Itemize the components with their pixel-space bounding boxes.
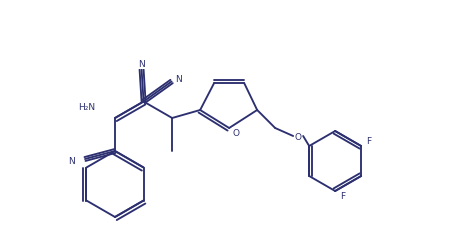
Text: O: O bbox=[233, 128, 240, 137]
Text: F: F bbox=[366, 137, 372, 146]
Text: N: N bbox=[175, 75, 182, 84]
Text: F: F bbox=[341, 192, 346, 201]
Text: O: O bbox=[295, 132, 301, 141]
Text: H₂N: H₂N bbox=[78, 102, 95, 111]
Text: N: N bbox=[68, 157, 75, 166]
Text: N: N bbox=[138, 60, 145, 69]
